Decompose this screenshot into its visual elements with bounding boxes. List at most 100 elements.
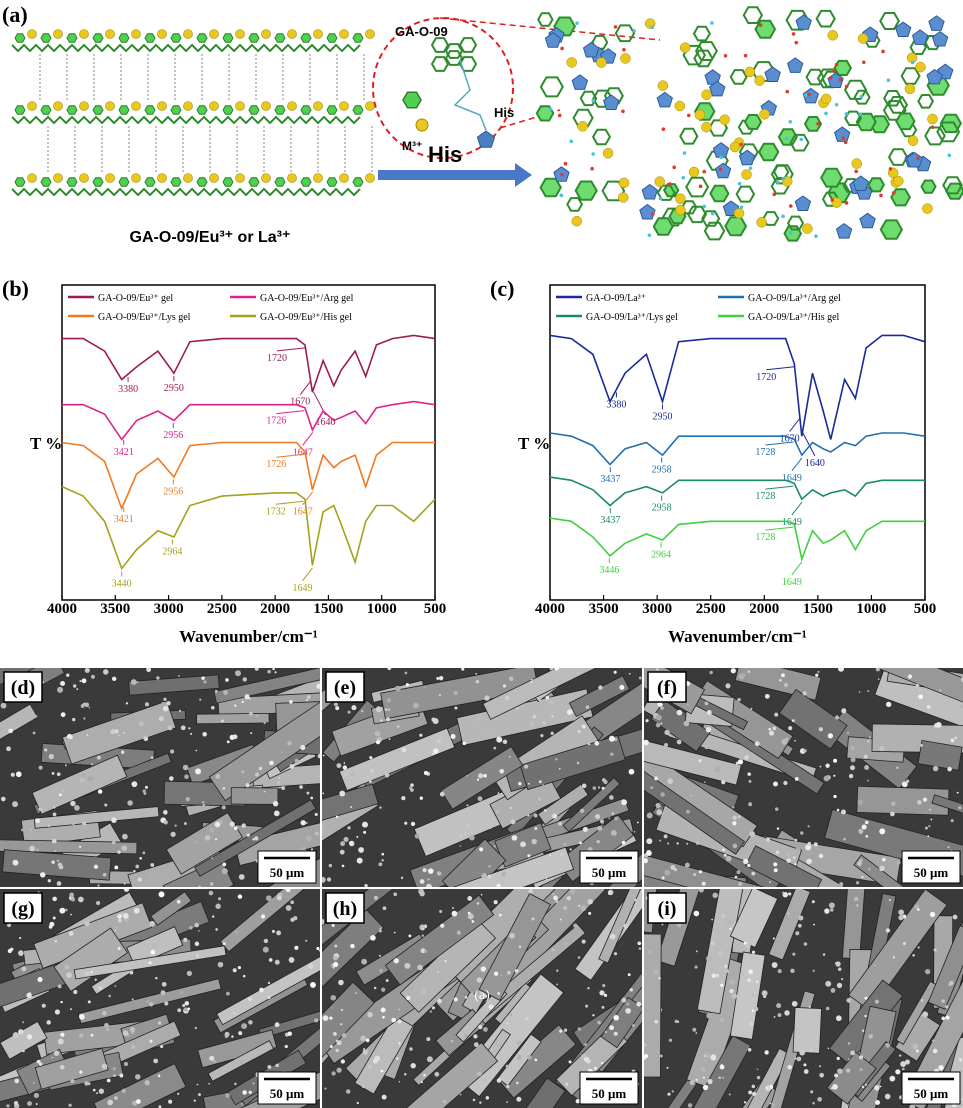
particle	[224, 1031, 230, 1037]
particle	[439, 791, 445, 797]
ring	[248, 105, 260, 115]
particle	[933, 723, 939, 728]
particle	[489, 827, 492, 830]
ring	[591, 128, 612, 146]
particle	[22, 1049, 25, 1053]
particle	[497, 992, 500, 995]
peak-label: 3421	[114, 447, 134, 458]
particle	[13, 1100, 19, 1106]
particle	[90, 1033, 94, 1037]
particle	[222, 942, 226, 946]
particle	[773, 781, 778, 787]
particle	[146, 718, 149, 722]
particle	[64, 908, 68, 912]
particle	[768, 727, 772, 731]
crystal	[680, 1035, 752, 1108]
particle	[698, 870, 703, 874]
x-tick-label: 1000	[856, 601, 886, 617]
particle	[58, 793, 62, 797]
particle	[451, 910, 458, 917]
particle	[566, 896, 572, 901]
particle	[122, 833, 128, 840]
ring	[170, 33, 182, 43]
particle	[638, 947, 642, 950]
particle	[391, 1017, 397, 1023]
particle	[131, 998, 134, 1001]
particle	[768, 881, 772, 884]
atom	[832, 68, 836, 73]
particle	[823, 775, 830, 782]
particle	[813, 923, 815, 926]
particle	[322, 754, 325, 757]
metal-ion	[27, 29, 37, 39]
particle	[51, 772, 55, 775]
particle	[160, 1044, 164, 1049]
particle	[225, 1093, 230, 1098]
particle	[184, 822, 187, 825]
metal-ion	[105, 29, 115, 39]
particle	[146, 1000, 149, 1003]
particle	[768, 730, 775, 736]
particle	[850, 757, 856, 763]
particle	[818, 853, 824, 859]
ring	[458, 56, 478, 72]
particle	[788, 726, 793, 731]
scale-label: 50 μm	[270, 865, 305, 880]
particle	[698, 889, 704, 893]
spectrum	[549, 517, 925, 562]
particle	[59, 1064, 65, 1070]
particle	[498, 913, 502, 917]
particle	[549, 854, 552, 857]
particle	[356, 857, 363, 864]
particle	[509, 1013, 513, 1017]
ring	[682, 44, 707, 66]
particle	[79, 777, 85, 783]
particle	[233, 826, 238, 831]
particle	[807, 841, 811, 846]
particle	[196, 1083, 199, 1086]
particle	[289, 764, 295, 769]
particle	[552, 948, 555, 951]
particle	[335, 1048, 339, 1052]
particle	[38, 765, 43, 770]
ring	[66, 105, 78, 115]
particle	[467, 824, 470, 827]
ring	[118, 105, 130, 115]
particle	[729, 988, 734, 994]
crystal	[445, 846, 575, 887]
metal-ion	[827, 30, 839, 41]
particle	[705, 727, 712, 733]
atom	[563, 161, 568, 166]
particle	[221, 719, 224, 723]
particle	[532, 715, 537, 719]
crystal	[338, 727, 456, 792]
atom	[814, 234, 818, 238]
particle	[338, 979, 344, 986]
ring	[582, 41, 600, 58]
particle	[493, 746, 497, 750]
particle	[506, 1022, 509, 1025]
particle	[194, 941, 200, 947]
particle	[664, 743, 668, 747]
scale-label: 50 μm	[592, 1086, 627, 1101]
particle	[360, 709, 364, 713]
ring	[248, 177, 260, 187]
particle	[764, 1050, 769, 1055]
particle	[527, 782, 530, 785]
particle	[769, 1102, 772, 1105]
particle	[459, 1093, 462, 1096]
ring	[843, 79, 868, 100]
particle	[360, 1035, 367, 1042]
particle	[222, 786, 226, 790]
metal-ion	[654, 176, 665, 187]
particle	[64, 965, 70, 970]
particle	[579, 808, 585, 814]
particle	[339, 849, 345, 855]
particle	[514, 969, 519, 973]
atom	[682, 151, 687, 155]
scale-box	[257, 1071, 317, 1105]
ring	[911, 29, 929, 45]
particle	[809, 1049, 812, 1052]
particle	[258, 766, 263, 771]
particle	[644, 1043, 647, 1047]
